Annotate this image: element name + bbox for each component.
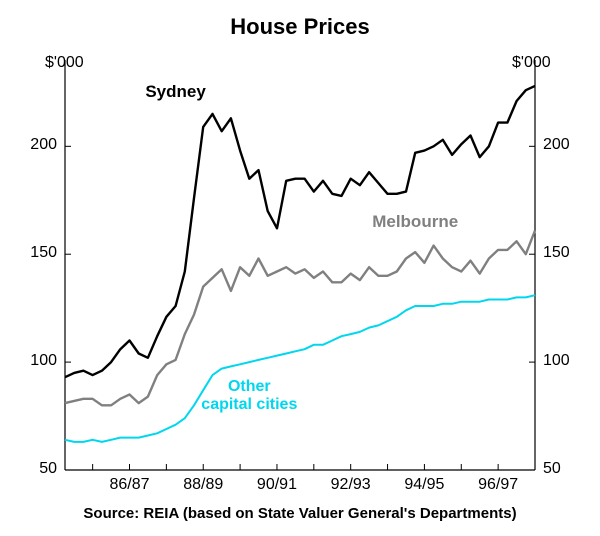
chart-svg <box>0 0 600 536</box>
x-tick-label: 90/91 <box>247 476 307 494</box>
y-tick-right: 100 <box>543 352 570 370</box>
chart-source: Source: REIA (based on State Valuer Gene… <box>0 505 600 522</box>
y-tick-right: 200 <box>543 136 570 154</box>
series-Other capital cities <box>65 295 535 442</box>
x-tick-label: 94/95 <box>394 476 454 494</box>
series-label-Sydney: Sydney <box>145 82 205 102</box>
series-Sydney <box>65 86 535 377</box>
y-tick-left: 50 <box>39 460 57 478</box>
y-tick-left: 100 <box>30 352 57 370</box>
series-label-Other capital cities: Other capital cities <box>201 378 297 414</box>
x-tick-label: 96/97 <box>468 476 528 494</box>
house-prices-chart: House Prices $'000 $'000 50100150200 501… <box>0 0 600 536</box>
series-Melbourne <box>65 231 535 406</box>
x-tick-label: 86/87 <box>100 476 160 494</box>
y-tick-right: 150 <box>543 244 570 262</box>
x-tick-label: 92/93 <box>321 476 381 494</box>
series-label-Melbourne: Melbourne <box>372 212 458 232</box>
y-tick-left: 200 <box>30 136 57 154</box>
x-tick-label: 88/89 <box>173 476 233 494</box>
y-tick-right: 50 <box>543 460 561 478</box>
y-tick-left: 150 <box>30 244 57 262</box>
